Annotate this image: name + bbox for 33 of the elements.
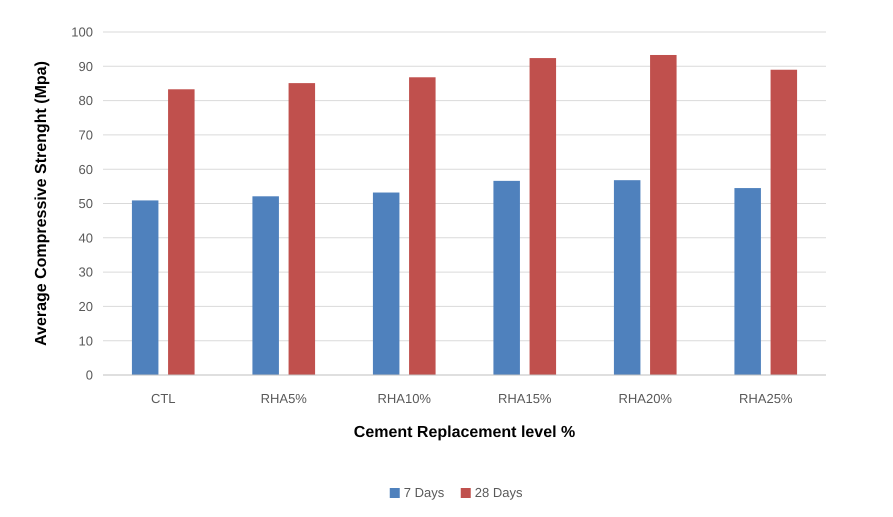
bar	[530, 58, 556, 375]
y-tick-label: 10	[78, 333, 93, 348]
legend-label: 7 Days	[404, 485, 445, 500]
y-tick-label: 30	[78, 264, 93, 280]
x-tick-label: CTL	[150, 391, 176, 406]
y-tick-label: 20	[78, 298, 93, 314]
y-tick-label: 40	[78, 230, 93, 246]
legend-label: 28 Days	[474, 485, 523, 500]
bar	[288, 83, 316, 375]
bar	[614, 180, 640, 375]
x-tick-label: RHA20%	[618, 391, 672, 406]
bar	[409, 77, 436, 375]
y-tick-label: 60	[78, 162, 93, 177]
bar	[734, 188, 761, 375]
x-tick-label: RHA10%	[378, 391, 432, 406]
x-axis-title: Cement Replacement level %	[354, 424, 576, 441]
x-tick-label: RHA25%	[739, 391, 793, 406]
bar	[168, 89, 195, 375]
y-tick-label: 80	[78, 93, 93, 108]
bar	[252, 196, 279, 375]
y-tick-label: 90	[78, 58, 93, 74]
bar	[132, 200, 158, 375]
bar	[372, 192, 400, 375]
y-tick-label: 70	[78, 127, 93, 142]
y-tick-label: 100	[71, 24, 93, 40]
y-tick-label: 50	[78, 196, 93, 212]
y-tick-label: 0	[86, 368, 93, 383]
y-axis-title: Average Compressive Strenght (Mpa)	[33, 61, 50, 346]
x-tick-label: RHA5%	[260, 391, 308, 406]
x-tick-label: RHA15%	[498, 391, 552, 406]
bar	[770, 70, 798, 375]
bar	[493, 180, 520, 375]
bar	[650, 54, 677, 375]
